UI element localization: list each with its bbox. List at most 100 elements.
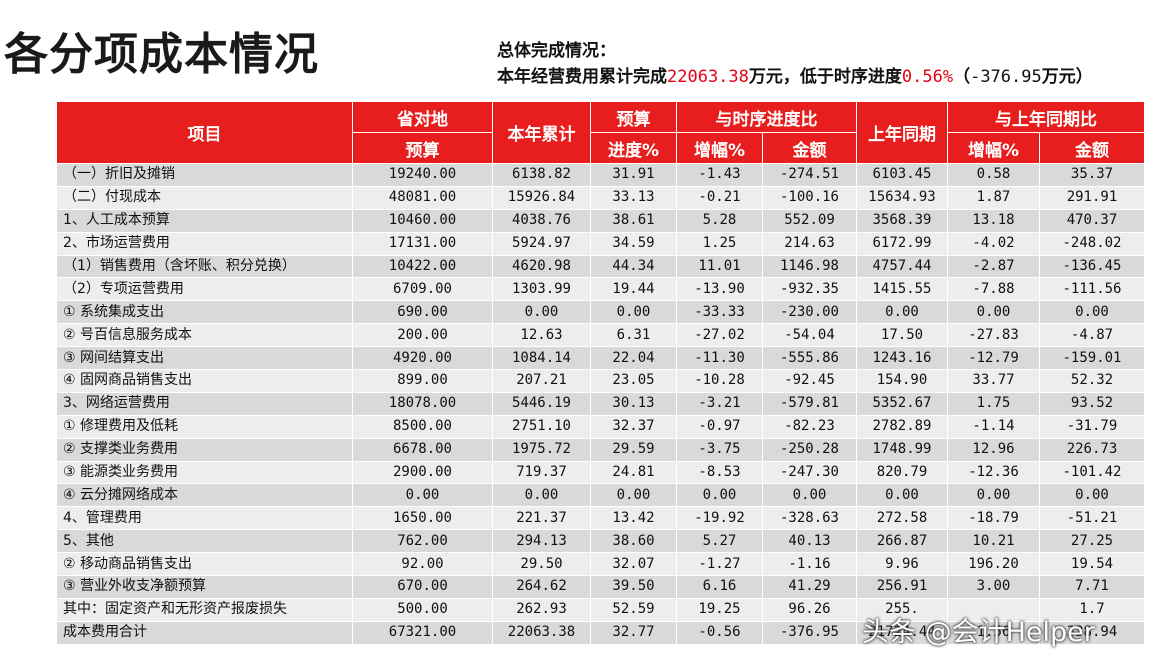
cell-value: 44.34 (590, 254, 677, 279)
cell-value: 5.28 (676, 208, 763, 233)
row-label: ② 移动商品销售支出 (56, 552, 353, 577)
header-last-year: 上年同期 (856, 101, 948, 164)
row-label: ③ 营业外收支净额预算 (56, 575, 353, 599)
header-time-rate: 增幅% (676, 132, 763, 164)
cell-value: 34.59 (590, 231, 677, 256)
cell-value: 214.63 (762, 231, 857, 256)
cell-value: 4920.00 (352, 346, 493, 371)
cell-value: 32.77 (590, 620, 677, 645)
cell-value: 1748.99 (856, 437, 948, 462)
cell-value: -1.27 (676, 552, 763, 577)
cell-value: 5446.19 (492, 391, 591, 416)
cell-value: 41.29 (762, 575, 857, 599)
cell-value: -12.79 (947, 346, 1040, 371)
table-row: ① 系统集成支出 690.00 0.00 0.00 -33.33 -230.00 0.00 0… (56, 300, 1145, 325)
cell-value: 24.81 (590, 460, 677, 485)
cell-value: -4.87 (1039, 323, 1145, 348)
cell-value: 10422.00 (352, 254, 493, 279)
cell-value: -18.79 (947, 506, 1040, 531)
cell-value: 4038.76 (492, 208, 591, 233)
table-row: ④ 固网商品销售支出 899.00 207.21 23.05 -10.28 -92.45 1… (56, 369, 1145, 393)
cell-value: 10.21 (947, 529, 1040, 554)
cell-value: 0.00 (1039, 483, 1145, 508)
cell-value: 13.42 (590, 506, 677, 531)
table-row: ④ 云分摊网络成本 0.00 0.00 0.00 0.00 0.00 0.00 0.00 0.0… (56, 483, 1145, 508)
cell-value: 29.59 (590, 437, 677, 462)
cell-value: -101.42 (1039, 460, 1145, 485)
cell-value: 11.01 (676, 254, 763, 279)
cell-value: 762.00 (352, 529, 493, 554)
cell-value: -274.51 (762, 163, 857, 187)
cell-value: 4757.44 (856, 254, 948, 279)
cell-value: -328.63 (762, 506, 857, 531)
cell-value: 1.87 (947, 185, 1040, 210)
cell-value: 0.00 (762, 483, 857, 508)
cell-value: 670.00 (352, 575, 493, 599)
cell-value: 1303.99 (492, 277, 591, 302)
cell-value: 1084.14 (492, 346, 591, 371)
cell-value: -0.97 (676, 414, 763, 439)
table-row: ① 修理费用及低耗 8500.00 2751.10 32.37 -0.97 -82.23 2… (56, 414, 1145, 439)
cell-value: -3.21 (676, 391, 763, 416)
cell-value: 48081.00 (352, 185, 493, 210)
cell-value: -54.04 (762, 323, 857, 348)
cell-value: 1146.98 (762, 254, 857, 279)
cell-value: -10.28 (676, 369, 763, 393)
table-row: ③ 营业外收支净额预算 670.00 264.62 39.50 6.16 41.29 256… (56, 575, 1145, 599)
cell-value: -0.21 (676, 185, 763, 210)
header-yoy-group: 与上年同期比 (947, 101, 1145, 133)
cell-value: -8.53 (676, 460, 763, 485)
cell-value: -92.45 (762, 369, 857, 393)
cell-value: -2.87 (947, 254, 1040, 279)
header-yoy-amount: 金额 (1039, 132, 1145, 164)
summary-diff: -376.95 (970, 67, 1042, 87)
cell-value: 5.27 (676, 529, 763, 554)
cell-value: -4.02 (947, 231, 1040, 256)
cell-value: -19.92 (676, 506, 763, 531)
summary-unit: 万元，低于时序进度 (748, 67, 902, 87)
cell-value: 6.31 (590, 323, 677, 348)
cell-value: 18078.00 (352, 391, 493, 416)
cell-value: 19.54 (1039, 552, 1145, 577)
cell-value: 552.09 (762, 208, 857, 233)
cell-value: 1.56 (947, 620, 1040, 645)
cell-value: 291.91 (1039, 185, 1145, 210)
row-label: 其中：固定资产和无形资产报废损失 (56, 597, 353, 622)
table-row: （2）专项运营费用 6709.00 1303.99 19.44 -13.90 -932.3… (56, 277, 1145, 302)
cell-value: 67321.00 (352, 620, 493, 645)
cell-value: 0.00 (590, 483, 677, 508)
cell-value: 38.60 (590, 529, 677, 554)
row-label: （一）折旧及摊销 (56, 163, 353, 187)
row-label: （二）付现成本 (56, 185, 353, 210)
row-label: 成本费用合计 (56, 620, 353, 645)
cell-value: -7.88 (947, 277, 1040, 302)
header-province-bottom: 预算 (352, 132, 493, 164)
cell-value: 19240.00 (352, 163, 493, 187)
cell-value: 7.71 (1039, 575, 1145, 599)
cell-value: 0.00 (492, 300, 591, 325)
table-row: ② 号百信息服务成本 200.00 12.63 6.31 -27.02 -54.04 17.… (56, 323, 1145, 348)
table-row: （1）销售费用（含坏账、积分兑换） 10422.00 4620.98 44.34 11.… (56, 254, 1145, 279)
row-label: ① 系统集成支出 (56, 300, 353, 325)
page-title: 各分项成本情况 (4, 29, 319, 80)
header-time-amount: 金额 (762, 132, 857, 164)
cell-value: 52.59 (590, 597, 677, 622)
cell-value: 92.00 (352, 552, 493, 577)
summary-heading: 总体完成情况： (497, 41, 616, 61)
row-label: 1、人工成本预算 (56, 208, 353, 233)
cell-value: 33.13 (590, 185, 677, 210)
header-yoy-rate: 增幅% (947, 132, 1040, 164)
cell-value: -1.43 (676, 163, 763, 187)
cell-value: 719.37 (492, 460, 591, 485)
cell-value: 31.91 (590, 163, 677, 187)
header-budget-bottom: 进度% (590, 132, 677, 164)
cell-value: 29.50 (492, 552, 591, 577)
cell-value: -248.02 (1039, 231, 1145, 256)
cell-value: 0.00 (492, 483, 591, 508)
cell-value: 6103.45 (856, 163, 948, 187)
cell-value: 17131.00 (352, 231, 493, 256)
summary-unit2: 万元） (1041, 67, 1093, 87)
cell-value: 22063.38 (492, 620, 591, 645)
cell-value: -555.86 (762, 346, 857, 371)
cell-value: 6172.99 (856, 231, 948, 256)
